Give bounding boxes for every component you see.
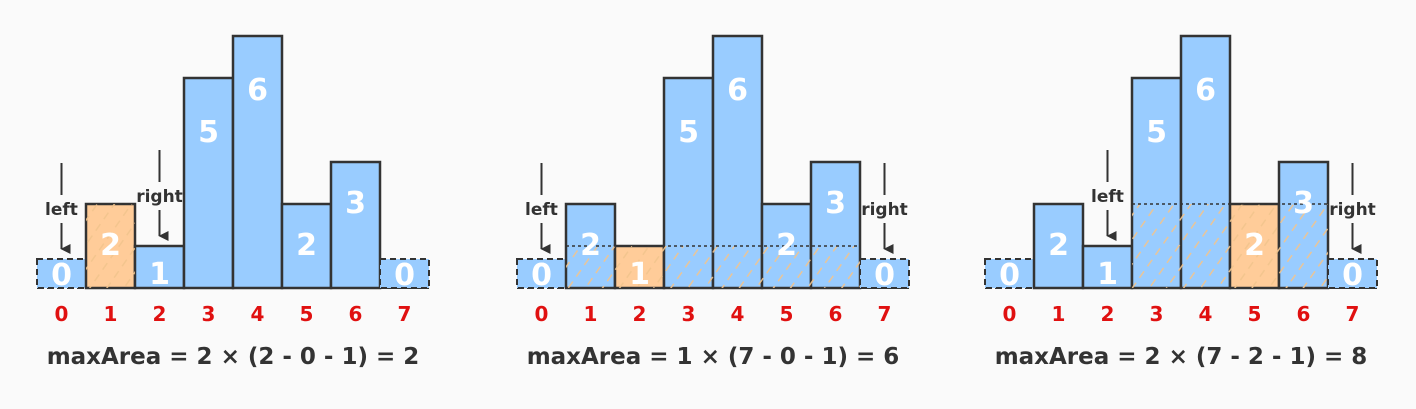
index-label: 0	[535, 302, 549, 326]
bar-value-label: 3	[345, 186, 366, 221]
left-pointer-label: left	[45, 200, 78, 220]
bar-value-label: 0	[999, 258, 1020, 293]
bar-value-label: 1	[149, 257, 170, 292]
left-pointer-label: left	[1091, 187, 1124, 207]
right-pointer-label: right	[136, 187, 183, 207]
right-pointer: right	[861, 163, 908, 254]
index-label: 1	[1052, 302, 1066, 326]
bar-value-label: 0	[874, 258, 895, 293]
bar-value-label: 0	[531, 258, 552, 293]
bar-value-label: 0	[1342, 258, 1363, 293]
formula: maxArea = 2 × (2 - 0 - 1) = 2	[47, 344, 420, 370]
bar-value-label: 5	[678, 115, 699, 150]
bar-value-label: 0	[394, 258, 415, 293]
bar-0	[984, 258, 1035, 289]
bar-value-label: 2	[1048, 228, 1069, 263]
bar-3	[182, 76, 235, 290]
bar-value-label: 3	[825, 186, 846, 221]
bar-value-label: 6	[1195, 73, 1216, 108]
index-label: 0	[55, 302, 69, 326]
right-pointer-label: right	[1329, 200, 1376, 220]
index-label: 3	[1150, 302, 1164, 326]
bar-0	[516, 258, 567, 289]
index-label: 4	[731, 302, 745, 326]
bar-value-label: 5	[198, 115, 219, 150]
index-label: 2	[153, 302, 167, 326]
index-label: 6	[1297, 302, 1311, 326]
area-hatch	[1132, 204, 1328, 288]
formula: maxArea = 2 × (7 - 2 - 1) = 8	[995, 344, 1368, 370]
bar-value-label: 1	[1097, 257, 1118, 292]
index-label: 5	[1248, 302, 1262, 326]
bar-value-label: 6	[247, 73, 268, 108]
index-label: 4	[1199, 302, 1213, 326]
index-label: 4	[251, 302, 265, 326]
index-label: 3	[682, 302, 696, 326]
bar-7	[379, 258, 430, 289]
bar-2	[1081, 244, 1134, 290]
bar-value-label: 2	[580, 228, 601, 263]
bar-value-label: 2	[776, 228, 797, 263]
left-pointer-label: left	[525, 200, 558, 220]
area-hatch	[566, 246, 860, 288]
left-pointer: left	[525, 163, 558, 254]
left-pointer: left	[1091, 150, 1124, 241]
area-hatch	[86, 204, 135, 288]
index-label: 6	[349, 302, 363, 326]
index-label: 5	[780, 302, 794, 326]
formula: maxArea = 1 × (7 - 0 - 1) = 6	[527, 344, 900, 370]
bar-6	[329, 160, 382, 290]
index-label: 7	[1346, 302, 1360, 326]
index-label: 2	[1101, 302, 1115, 326]
right-pointer: right	[136, 150, 183, 241]
index-label: 0	[1003, 302, 1017, 326]
right-pointer: right	[1329, 163, 1376, 254]
bar-value-label: 1	[629, 257, 650, 292]
bar-1	[1032, 202, 1085, 290]
index-label: 1	[104, 302, 118, 326]
bar-value-label: 0	[51, 258, 72, 293]
bar-value-label: 2	[1244, 228, 1265, 263]
bar-7	[859, 258, 910, 289]
index-label: 7	[398, 302, 412, 326]
index-label: 7	[878, 302, 892, 326]
index-label: 3	[202, 302, 216, 326]
index-label: 2	[633, 302, 647, 326]
right-pointer-label: right	[861, 200, 908, 220]
index-label: 1	[584, 302, 598, 326]
bar-value-label: 5	[1146, 115, 1167, 150]
bar-value-label: 3	[1293, 186, 1314, 221]
index-label: 6	[829, 302, 843, 326]
bar-value-label: 2	[100, 228, 121, 263]
left-pointer: left	[45, 163, 78, 254]
index-label: 5	[300, 302, 314, 326]
bar-4	[231, 34, 284, 290]
bar-value-label: 2	[296, 228, 317, 263]
bar-value-label: 6	[727, 73, 748, 108]
